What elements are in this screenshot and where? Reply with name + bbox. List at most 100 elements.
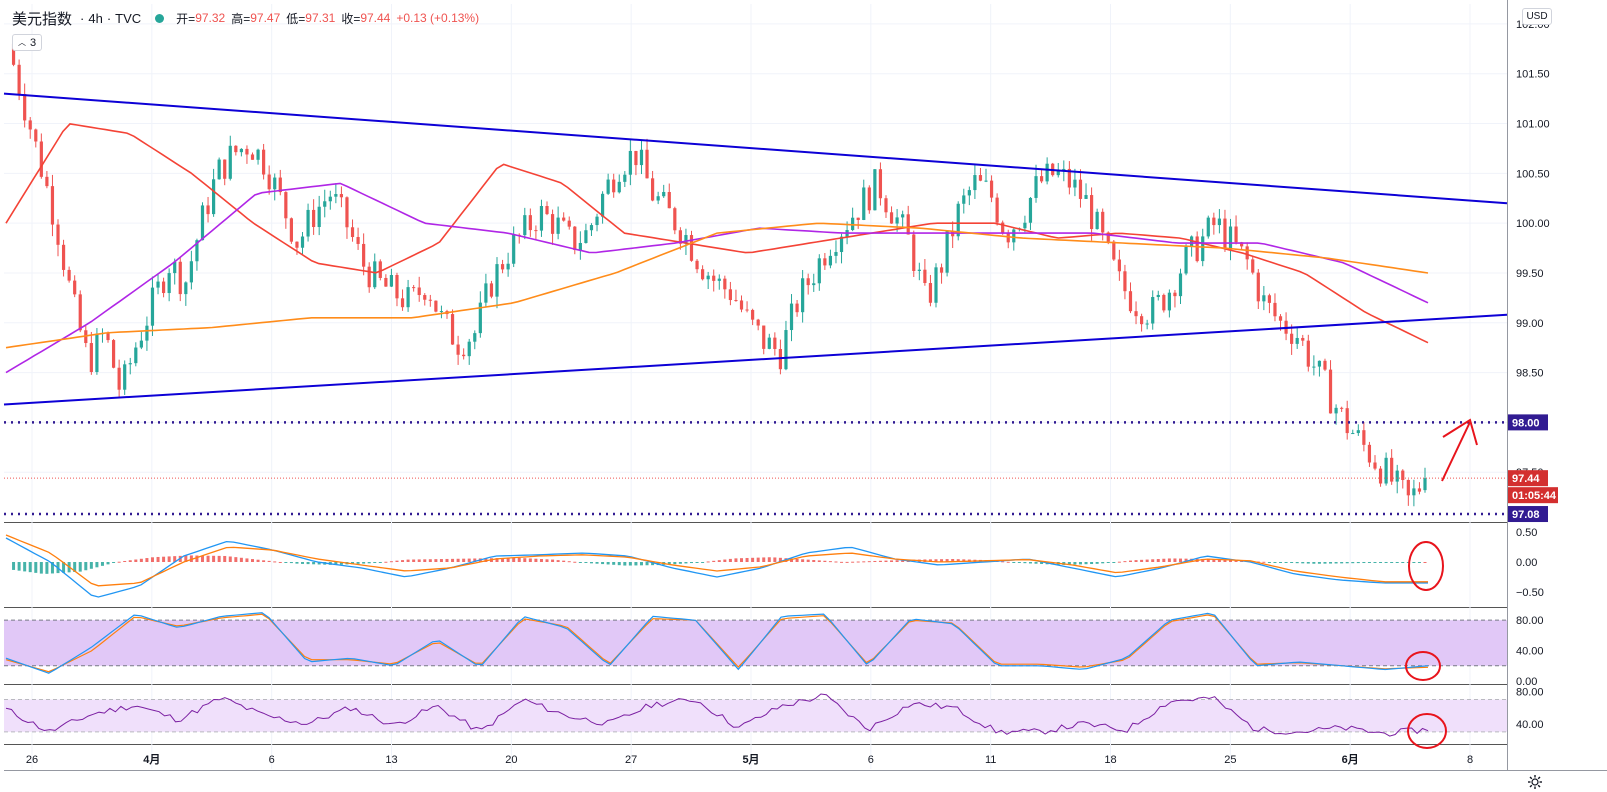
macd-bar — [195, 555, 199, 562]
candle — [67, 266, 71, 283]
candle-body — [334, 194, 338, 197]
candle — [234, 145, 238, 156]
candle-body — [906, 214, 910, 235]
candle-body — [784, 330, 788, 370]
macd-bar — [428, 559, 432, 562]
candle-body — [1023, 222, 1027, 229]
candle — [1256, 269, 1260, 309]
candle — [617, 174, 621, 194]
macd-bar — [745, 557, 749, 562]
arrow-shaft — [1441, 421, 1471, 482]
symbol-name[interactable]: 美元指数 — [12, 10, 73, 28]
macd-bar — [539, 559, 543, 562]
candle-body — [862, 187, 866, 220]
x-tick-label: 27 — [625, 754, 637, 766]
candle-body — [623, 174, 627, 182]
macd-bar — [1356, 562, 1360, 564]
candle-body — [789, 303, 794, 331]
candle-body — [1184, 246, 1188, 274]
macd-tick-label: 0.00 — [1516, 557, 1537, 569]
candle-body — [851, 217, 855, 231]
candle — [495, 257, 499, 309]
indicators-toggle-button[interactable]: ︿ 3 — [12, 34, 42, 51]
macd-bar — [306, 562, 310, 565]
candle-body — [739, 300, 744, 310]
candle-body — [728, 289, 732, 301]
candle-body — [1417, 488, 1422, 492]
macd-bar — [895, 560, 899, 562]
candle — [367, 262, 371, 293]
macd-bar — [1145, 559, 1149, 562]
candle-body — [245, 148, 249, 155]
currency-button[interactable]: USD — [1522, 8, 1552, 25]
candle — [1228, 218, 1233, 261]
candle — [1162, 293, 1166, 313]
close-label: 收= — [341, 11, 361, 26]
candle — [878, 162, 883, 206]
candle-body — [1356, 430, 1360, 434]
macd-bar — [89, 562, 93, 569]
candle-body — [50, 186, 55, 225]
candle — [728, 281, 732, 306]
candle-body — [467, 341, 471, 357]
candle-body — [439, 311, 444, 313]
candle-body — [161, 281, 166, 294]
candle-body — [606, 179, 610, 194]
candle-body — [528, 215, 532, 231]
candle-body — [417, 287, 421, 296]
candle-body — [1140, 316, 1144, 325]
candle-body — [145, 325, 149, 341]
candle — [895, 208, 899, 232]
candle — [1384, 452, 1388, 486]
candle-body — [1278, 316, 1283, 321]
candle-body — [273, 177, 277, 190]
candle-body — [817, 258, 821, 284]
macd-bar — [667, 562, 671, 565]
candle-body — [173, 261, 177, 274]
macd-bar — [639, 562, 643, 566]
candle — [1301, 334, 1305, 346]
candle — [1212, 212, 1216, 235]
macd-bar — [228, 556, 232, 562]
stoch-tick-label: 80.00 — [1516, 615, 1544, 627]
settings-gear-icon[interactable] — [1526, 773, 1544, 791]
candle — [539, 199, 544, 237]
candle-body — [1128, 291, 1133, 312]
candle-body — [1045, 163, 1049, 182]
annotation-circle-macd — [1408, 541, 1444, 591]
candle — [817, 254, 821, 291]
candle — [912, 230, 916, 278]
candle-body — [1084, 195, 1088, 199]
candle-body — [1112, 241, 1116, 260]
macd-bar — [150, 557, 154, 562]
open-value: 97.32 — [195, 11, 226, 25]
macd-bar — [1112, 562, 1116, 563]
candle — [1323, 358, 1327, 372]
candle-body — [678, 230, 682, 244]
candle — [23, 83, 27, 128]
macd-bar — [23, 562, 27, 572]
candle-body — [695, 260, 699, 270]
chevron-up-icon: ︿ — [17, 38, 26, 47]
candle-body — [1212, 217, 1216, 226]
candle-body — [923, 269, 927, 284]
macd-bar — [206, 555, 210, 562]
macd-bar — [534, 558, 538, 562]
candle — [78, 290, 82, 333]
candle — [1073, 168, 1077, 197]
macd-bar — [695, 562, 699, 563]
candle — [789, 294, 794, 342]
candle — [95, 328, 99, 375]
macd-bar — [812, 560, 816, 562]
candle — [1317, 360, 1322, 377]
candle-body — [934, 267, 938, 303]
candle — [1123, 264, 1127, 300]
interval-label[interactable]: 4h — [88, 10, 103, 26]
macd-bar — [562, 560, 566, 562]
candle-body — [1056, 170, 1060, 176]
macd-bar — [928, 559, 932, 562]
candle — [462, 348, 466, 360]
